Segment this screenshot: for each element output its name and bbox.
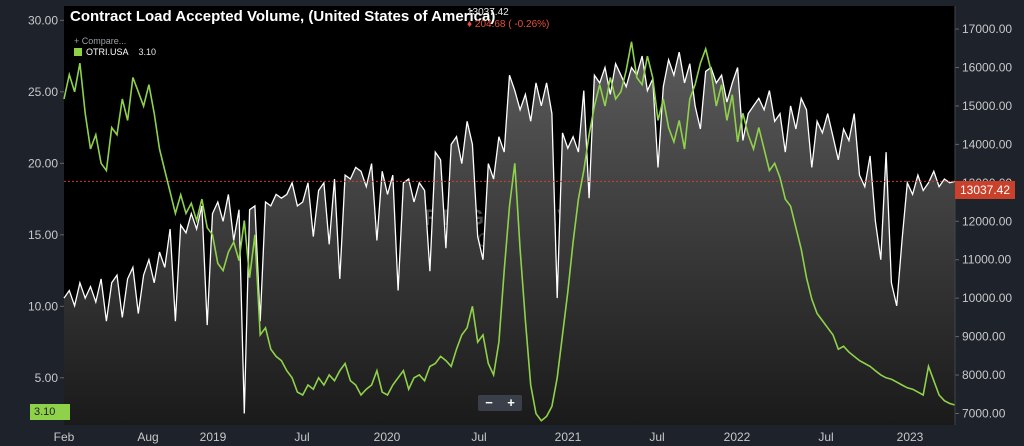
legend-swatch: [74, 48, 82, 56]
zoom-in-button[interactable]: +: [507, 395, 515, 410]
x-tick-label: 2019: [200, 430, 227, 444]
volume-area: [64, 52, 955, 425]
left-tick-label: 30.00: [28, 13, 58, 27]
right-tick-label: 14000.00: [962, 137, 1012, 151]
legend-otri[interactable]: OTRI.USA 3.10: [74, 47, 156, 57]
left-tick-label: 10.00: [28, 299, 58, 313]
x-tick-label: Aug: [137, 430, 158, 444]
zoom-controls: − +: [478, 395, 522, 411]
x-tick-label: Jul: [294, 430, 309, 444]
otri-line: [63, 41, 956, 422]
x-tick-label: Jul: [818, 430, 833, 444]
right-tick-label: 11000.00: [962, 253, 1011, 267]
price-readout: 13037.42: [467, 7, 509, 18]
x-tick-label: Feb: [54, 430, 75, 444]
x-tick-label: 2022: [724, 430, 751, 444]
left-tick-label: 5.00: [35, 371, 59, 385]
legend-series-name: OTRI.USA: [86, 47, 129, 57]
x-tick-label: Jul: [649, 430, 664, 444]
legend-series-value: 3.10: [138, 47, 157, 57]
right-tick-label: 17000.00: [962, 22, 1012, 36]
right-tick-label: 7000.00: [962, 406, 1006, 420]
left-tick-label: 20.00: [28, 156, 58, 170]
price-tag: 13037.42: [955, 181, 1015, 199]
compare-button[interactable]: + Compare...: [74, 36, 127, 46]
x-tick-label: 2020: [374, 430, 401, 444]
volume-line: [63, 51, 956, 414]
otri-tag: 3.10: [30, 404, 70, 420]
right-tick-label: 16000.00: [962, 61, 1012, 75]
right-tick-label: 9000.00: [962, 330, 1006, 344]
x-tick-label: 2023: [897, 430, 924, 444]
x-tick-label: 2021: [555, 430, 582, 444]
left-tick-label: 25.00: [28, 85, 58, 99]
zoom-out-button[interactable]: −: [485, 395, 493, 410]
price-change: ♦ 204.68 ( -0.26%): [467, 19, 550, 30]
right-tick-label: 12000.00: [962, 214, 1012, 228]
x-tick-label: Jul: [471, 430, 486, 444]
left-tick-label: 15.00: [28, 228, 58, 242]
chart-title: Contract Load Accepted Volume, (United S…: [70, 8, 496, 25]
right-tick-label: 8000.00: [962, 368, 1006, 382]
right-tick-label: 15000.00: [962, 99, 1012, 113]
right-tick-label: 10000.00: [962, 291, 1012, 305]
